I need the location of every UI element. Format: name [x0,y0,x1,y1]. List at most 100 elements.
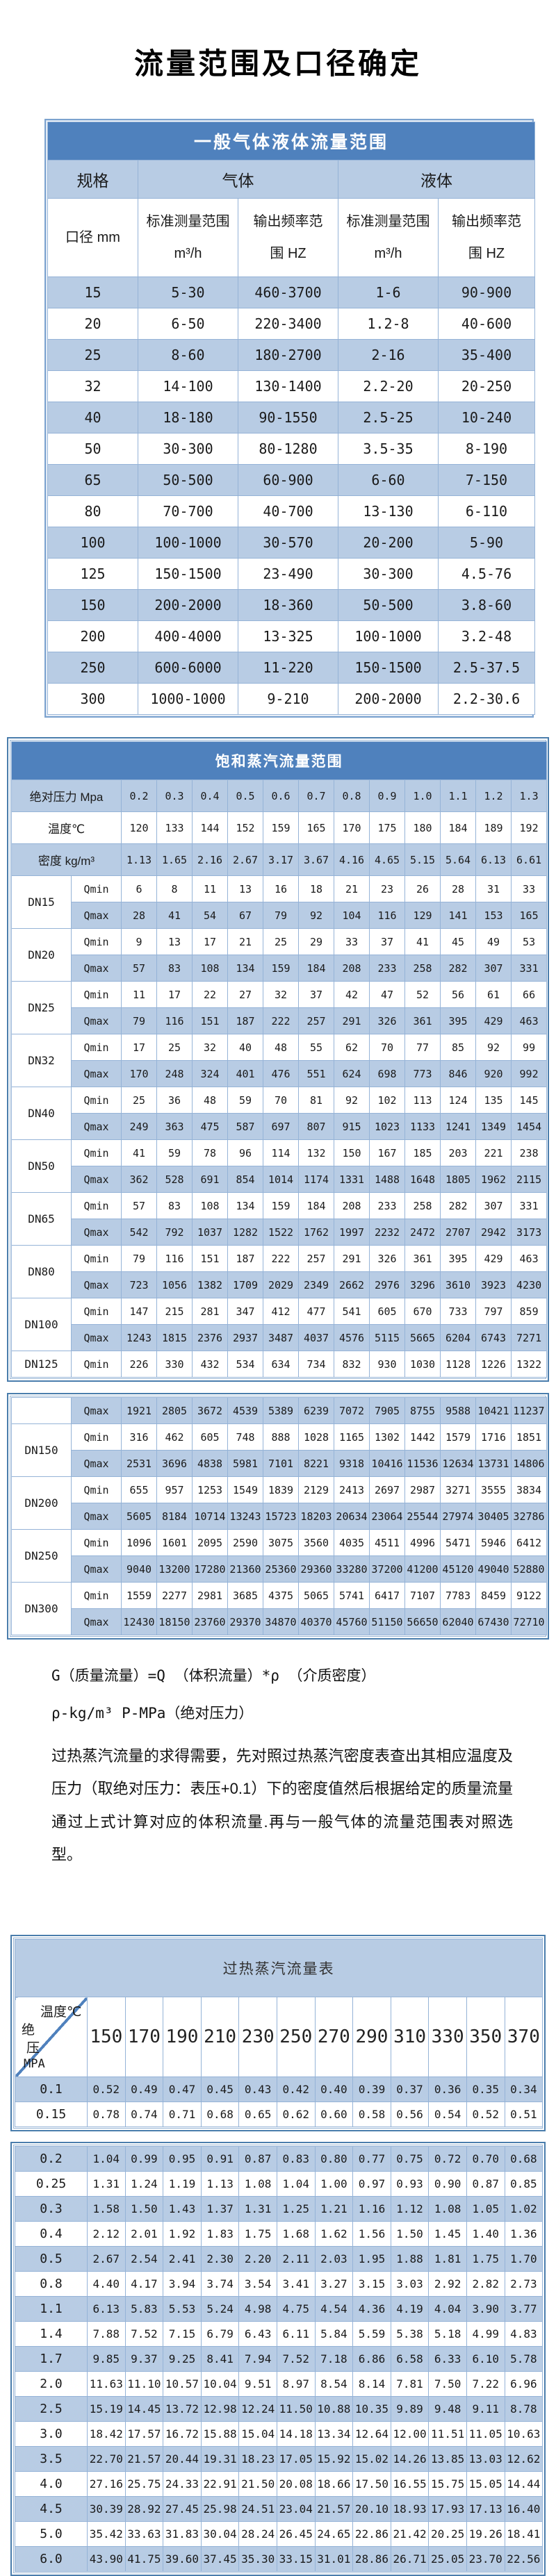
qmax-value: 134 [227,955,263,982]
qmin-value: 81 [298,1087,334,1114]
qmin-value: 49 [475,928,512,955]
qmax-value: 49040 [475,1555,512,1583]
qmin-value: 23 [369,875,405,902]
qmin-value: 53 [510,928,548,955]
qmax-value: 2937 [227,1324,263,1351]
steam-density-value: 27.45 [163,2496,202,2523]
steam-density-value: 16.55 [390,2471,430,2497]
qmin-value: 4996 [404,1529,441,1556]
steam-density-value: 0.52 [466,2102,505,2128]
dn-label: DN300 [11,1582,72,1635]
qmax-value: 1014 [263,1166,299,1193]
selection-instruction-paragraph: 过热蒸汽流量的求得需要，先对照过热蒸汽密度表查出其相应温度及压力（取绝对压力：表… [51,1747,513,1863]
qmax-label: Qmax [71,1324,122,1351]
qmin-value: 1226 [475,1351,512,1378]
steam-density-value: 5.78 [504,2346,543,2372]
diameter-cell: 50 [47,433,138,465]
steam-density-value: 7.94 [238,2346,277,2372]
qmax-value: 1805 [440,1166,476,1193]
qmin-label: Qmin [71,1582,122,1609]
value-cell: 9-210 [238,683,338,715]
qmin-value: 221 [475,1139,512,1166]
qmin-value: 326 [369,1245,405,1272]
steam-density-value: 22.86 [352,2521,391,2548]
qmax-value: 2942 [475,1219,512,1246]
qmin-value: 184 [298,1192,334,1219]
qmax-value: 4230 [510,1271,548,1298]
value-cell: 20-200 [338,527,439,559]
superheated-steam-table-block2: 0.2 1.04 0.99 0.95 0.91 0.87 0.83 0.80 0.77 0.75 0… [10,2142,546,2576]
value-cell: 40-600 [438,308,535,340]
temperature-header: 190 [163,1997,202,2078]
diameter-cell: 200 [47,620,138,652]
value-cell: 150-1500 [338,652,439,684]
dn-label: DN20 [11,928,72,982]
steam-density-value: 33.63 [124,2521,164,2548]
steam-density-value: 4.36 [352,2296,391,2322]
qmin-value: 2590 [227,1529,263,1556]
qmin-label: Qmin [71,1423,122,1451]
qmin-value: 1165 [334,1423,370,1451]
steam-density-value: 13.85 [428,2446,467,2472]
qmax-value: 1037 [192,1219,228,1246]
table-row: Qmax 362 528 691 854 1014 1174 1331 1488 1648 1805… [12,1166,548,1193]
qmax-value: 395 [440,1007,476,1034]
qmax-value: 2029 [263,1271,299,1298]
steam-density-value: 1.08 [238,2171,277,2197]
qmin-value: 3560 [298,1529,334,1556]
qmin-value: 4511 [369,1529,405,1556]
steam-density-value: 0.87 [466,2171,505,2197]
qmax-value: 1382 [192,1271,228,1298]
qmax-value: 4838 [192,1450,228,1477]
steam-density-value: 1.13 [200,2171,240,2197]
qmin-value: 187 [227,1245,263,1272]
table-row: 绝对压力 Mpa 0.2 0.3 0.4 0.5 0.6 0.7 0.8 0.9 1.0 1.1 1.… [11,779,548,812]
steam-density-value: 2.12 [87,2221,126,2247]
steam-density-value: 6.86 [352,2346,391,2372]
corner-pressure-label: 压 [26,2041,40,2056]
qmin-value: 32 [192,1034,228,1061]
temperature-value: 165 [298,811,334,844]
qmin-value: 33 [334,928,370,955]
steam-density-value: 3.15 [352,2271,391,2297]
table-row: 20 6-50 220-3400 1.2-8 40-600 [47,308,535,340]
steam-density-value: 7.22 [466,2371,505,2397]
steam-density-value: 9.51 [238,2371,277,2397]
steam-density-value: 0.49 [124,2077,164,2103]
qmin-value: 27 [227,981,263,1008]
abs-pressure-label: 2.5 [15,2396,88,2422]
steam-density-value: 0.68 [504,2146,543,2172]
qmax-value: 54 [192,902,228,929]
steam-density-value: 0.60 [314,2102,354,2128]
density-value: 2.67 [227,843,263,876]
qmax-value: 3173 [510,1219,548,1246]
steam-density-value: 4.54 [314,2296,354,2322]
qmin-value: 203 [440,1139,476,1166]
steam-density-value: 6.13 [87,2296,126,2322]
qmin-value: 1716 [475,1423,512,1451]
qmin-value: 1302 [369,1423,405,1451]
value-cell: 400-4000 [138,620,238,652]
steam-density-value: 0.97 [352,2171,391,2197]
qmax-label: Qmax [71,1608,122,1635]
superheated-steam-density-table-continued: 0.2 1.04 0.99 0.95 0.91 0.87 0.83 0.80 0.77 0.75 0… [15,2146,543,2573]
steam-density-value: 0.54 [428,2102,467,2128]
qmin-value: 92 [475,1034,512,1061]
steam-density-value: 1.50 [390,2221,430,2247]
steam-density-value: 4.40 [87,2271,126,2297]
qmin-value: 96 [227,1139,263,1166]
value-cell: 8-60 [138,339,238,371]
qmax-value: 104 [334,902,370,929]
qmin-value: 733 [440,1298,476,1325]
corner-temperature-label: 温度℃ [40,2005,82,2020]
table-row: DN20 Qmin 9 13 17 21 25 29 33 37 41 45 49 53 [11,928,548,982]
qmax-value: 21360 [227,1555,263,1583]
qmin-value: 26 [404,875,441,902]
dn-label: DN15 [11,875,72,929]
qmax-label: Qmax [71,1450,122,1477]
superheated-steam-density-table: 过热蒸汽流量表 温度℃ 绝压 MPA 150 170 190 210 230 250 270 290 3… [14,1939,543,2128]
qmax-value: 9318 [334,1450,370,1477]
table-row: Qmax 57 83 108 134 159 184 208 233 258 282 307 331 [12,955,548,982]
qmin-value: 36 [156,1087,193,1114]
table-row: DN25 Qmin 11 17 22 27 32 37 42 47 52 56 61 66 [11,981,548,1034]
